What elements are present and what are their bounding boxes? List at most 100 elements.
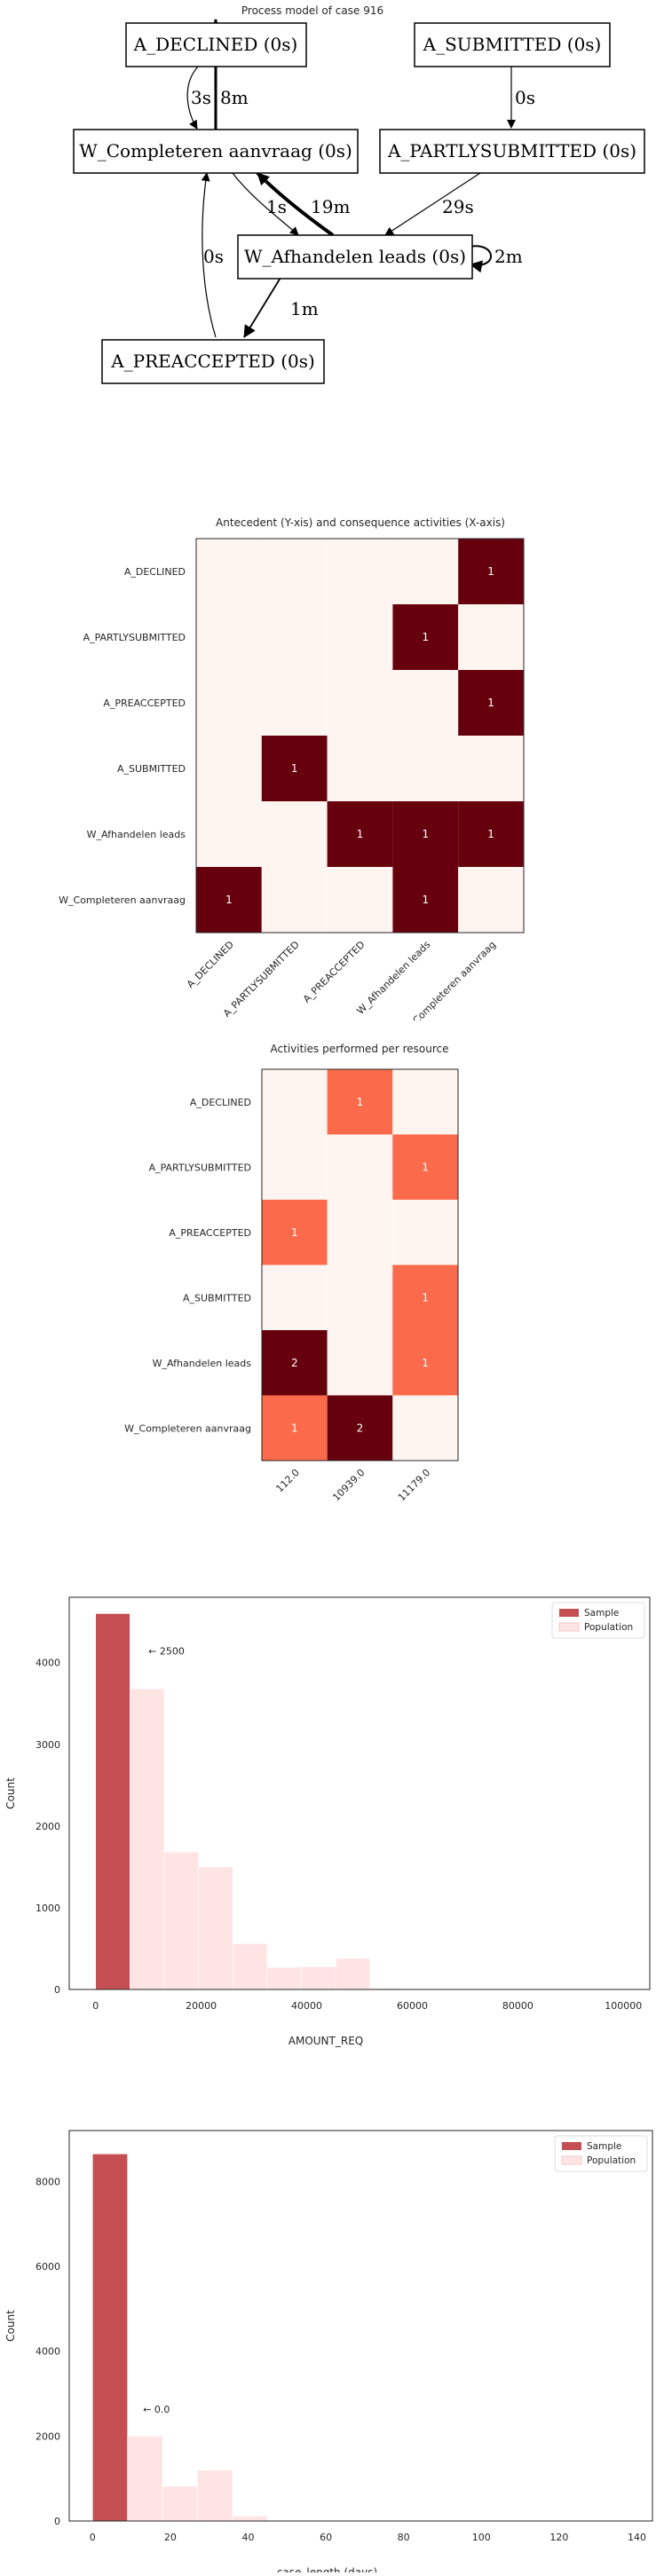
heatmap-cell (327, 1395, 393, 1461)
heatmap-antecedent-title: Antecedent (Y-xis) and consequence activ… (216, 516, 505, 529)
y-axis-label: Count (4, 2310, 17, 2342)
process-model-graph: Process model of case 916 8m 3s 0s 1s 19… (73, 4, 645, 384)
heatmap-cell (327, 1264, 393, 1330)
heatmap-resource: Activities performed per resource 1 1 1 1 2 1… (124, 1043, 459, 1503)
legend-label: Sample (584, 1608, 619, 1619)
heatmap-cell-value: 1 (422, 1291, 429, 1304)
heatmap-y-label: W_Completeren aanvraag (59, 894, 186, 906)
y-tick-label: 2000 (36, 2430, 60, 2442)
heatmap-x-label: A_DECLINED (185, 939, 236, 990)
population-bar (335, 1958, 371, 1990)
heatmap-y-label: A_PARTLYSUBMITTED (83, 632, 186, 643)
x-tick-label: 120 (549, 2532, 568, 2543)
edge-label-1m: 1m (290, 298, 319, 319)
heatmap-cell (327, 801, 393, 867)
edge-partly-afhandelen (384, 172, 481, 236)
heatmap-cell-value: 1 (422, 1357, 429, 1369)
annotation-label: ← 0.0 (143, 2404, 170, 2415)
annotation-label: ← 2500 (148, 1645, 185, 1657)
heatmap-cell (392, 1134, 458, 1200)
y-tick-label: 1000 (36, 1902, 60, 1914)
legend-label: Population (587, 2155, 636, 2166)
process-model-title: Process model of case 916 (241, 4, 383, 17)
heatmap-x-label: A_PREACCEPTED (301, 939, 368, 1005)
sample-bar (95, 1613, 130, 1990)
y-tick-label: 0 (54, 1984, 60, 1996)
y-tick-label: 3000 (36, 1739, 60, 1751)
x-tick-label: 60 (320, 2532, 332, 2543)
hist-amount-req: 0 20000 40000 60000 80000 100000 0 1000 2000 3000… (4, 1596, 651, 2047)
heatmap-cell-value: 1 (422, 631, 429, 643)
x-tick-label: 80 (398, 2532, 410, 2543)
heatmap-resource-title: Activities performed per resource (271, 1043, 449, 1055)
heatmap-y-label: A_SUBMITTED (183, 1292, 251, 1304)
edge-afhandelen-preaccepted (243, 277, 281, 338)
heatmap-cell-value: 2 (357, 1422, 364, 1434)
heatmap-y-label: W_Afhandelen leads (87, 829, 186, 840)
population-bar (130, 1688, 165, 1990)
legend-swatch (561, 2155, 582, 2165)
population-bar (163, 1851, 199, 1990)
heatmap-cell (327, 539, 393, 604)
heatmap-cell (327, 736, 393, 801)
heatmap-cell (261, 670, 328, 736)
population-bar (266, 1966, 302, 1990)
population-bar (127, 2436, 163, 2522)
heatmap-cell (262, 1069, 328, 1135)
edge-preaccepted-completeren (201, 172, 217, 338)
edge-label-2m: 2m (494, 246, 523, 267)
sample-bar (91, 2154, 128, 2522)
heatmap-cell (458, 867, 524, 933)
node-w-afhandelen: W_Afhandelen leads (0s) (237, 234, 473, 280)
heatmap-cell-value: 1 (422, 828, 429, 840)
x-tick-label: 100 (472, 2532, 491, 2543)
heatmap-cell-value: 1 (291, 1422, 298, 1434)
edge-declined-completeren (186, 66, 199, 130)
x-tick-label: 40 (241, 2532, 254, 2543)
heatmap-cell (392, 1264, 458, 1330)
heatmap-x-label: 11179.0 (396, 1467, 432, 1503)
heatmap-cell (196, 539, 262, 604)
edge-label-1s: 1s (266, 196, 287, 217)
heatmap-x-label: 112.0 (273, 1467, 301, 1494)
heatmap-cell (392, 867, 459, 933)
heatmap-y-label: A_PREACCEPTED (103, 697, 186, 709)
legend-swatch (559, 1609, 579, 1617)
svg-text:A_PARTLYSUBMITTED (0s): A_PARTLYSUBMITTED (0s) (387, 140, 636, 161)
heatmap-antecedent: Antecedent (Y-xis) and consequence activ… (59, 516, 525, 1036)
heatmap-cell-value: 1 (487, 697, 494, 709)
x-tick-label: 80000 (502, 2000, 533, 2012)
svg-text:A_DECLINED (0s): A_DECLINED (0s) (133, 34, 298, 55)
legend-label: Sample (587, 2141, 621, 2152)
edge-label-3s: 3s (191, 87, 211, 108)
heatmap-cell-value: 1 (422, 894, 429, 906)
legend: Sample Population (551, 1602, 645, 1639)
heatmap-y-label: W_Afhandelen leads (153, 1358, 252, 1369)
population-bar (197, 2470, 233, 2522)
heatmap-cell (262, 1134, 328, 1200)
heatmap-cell (261, 736, 328, 801)
heatmap-cell-value: 2 (291, 1357, 298, 1369)
heatmap-antecedent-panel: Antecedent (Y-xis) and consequence activ… (0, 506, 656, 1036)
hist-case-length-panel: 0 20 40 60 80 100 120 140 0 2000 4000 6000 8000 case_… (0, 2116, 656, 2576)
x-tick-label: 20 (164, 2532, 177, 2543)
heatmap-cell (458, 801, 524, 867)
heatmap-cell (261, 539, 328, 604)
heatmap-y-label: A_DECLINED (190, 1097, 251, 1108)
x-tick-label: 20000 (186, 2000, 217, 2012)
x-tick-label: 0 (92, 2000, 99, 2012)
heatmap-cell (392, 604, 459, 670)
heatmap-cell (392, 539, 459, 604)
x-tick-label: 60000 (397, 2000, 428, 2012)
heatmap-cell (261, 604, 328, 670)
heatmap-cell (392, 736, 459, 801)
heatmap-x-label: A_PARTLYSUBMITTED (221, 939, 302, 1020)
node-a-partlysubmitted: A_PARTLYSUBMITTED (0s) (379, 129, 645, 174)
svg-text:A_SUBMITTED (0s): A_SUBMITTED (0s) (423, 34, 602, 55)
heatmap-cell (327, 1330, 393, 1396)
heatmap-cell (327, 867, 393, 933)
y-tick-label: 8000 (36, 2176, 60, 2187)
edge-label-8m: 8m (220, 87, 249, 108)
node-a-submitted: A_SUBMITTED (0s) (414, 22, 611, 67)
heatmap-cell (261, 867, 328, 933)
